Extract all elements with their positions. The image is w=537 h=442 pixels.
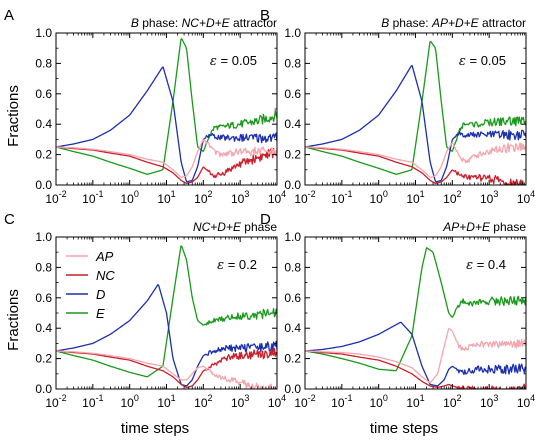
y-tick-label: 0.4 <box>284 321 301 335</box>
series-e-line <box>305 40 526 175</box>
panel-title: AP+D+E phase <box>442 220 526 234</box>
y-tick-label: 0.2 <box>35 352 52 366</box>
y-tick-label: 0.8 <box>35 56 52 70</box>
legend-label-e: E <box>96 306 105 321</box>
x-tick-label: 10-2 <box>45 189 66 206</box>
series-ap-line <box>305 142 526 178</box>
panel-a: 10-2 10-1 100 101 102 103 104 0.0 0.2 0.4 0.6 0.8 1.… <box>4 7 286 206</box>
y-tick-label: 0.0 <box>35 178 52 192</box>
panel-b: 10-2 10-1 100 101 102 103 1040.00.20.40.60.81.… <box>260 7 535 206</box>
y-tick-label: 1.0 <box>35 26 52 40</box>
x-tick-label: 102 <box>194 189 212 206</box>
x-tick-label: 101 <box>157 189 175 206</box>
y-tick-label: 0.8 <box>284 260 301 274</box>
x-tick-label: 100 <box>369 189 387 206</box>
x-tick-label: 104 <box>268 189 286 206</box>
y-tick-label: 0.6 <box>35 87 52 101</box>
series-nc-line <box>56 347 277 389</box>
series-d-line <box>305 321 526 387</box>
series-ap-line <box>56 350 277 389</box>
x-tick-label: 104 <box>517 189 535 206</box>
series-e-line <box>305 247 526 372</box>
x-tick-label: 100 <box>369 393 387 410</box>
series-nc-line <box>56 146 277 185</box>
series-d-line <box>56 283 277 387</box>
x-tick-label: 100 <box>120 393 138 410</box>
x-tick-label: 10-1 <box>82 189 103 206</box>
x-tick-label: 10-2 <box>294 189 315 206</box>
legend-label-nc: NC <box>96 268 115 283</box>
epsilon-label: ε = 0.4 <box>466 257 506 273</box>
y-tick-label: 0.6 <box>284 291 301 305</box>
series-d-line <box>305 64 526 183</box>
x-tick-label: 103 <box>480 393 498 410</box>
y-tick-label: 0.2 <box>35 148 52 162</box>
panel-letter: D <box>260 211 271 228</box>
y-tick-label: 1.0 <box>35 230 52 244</box>
x-axis-label-right: time steps <box>370 420 438 437</box>
y-tick-label: 1.0 <box>284 26 301 40</box>
x-tick-label: 10-1 <box>82 393 103 410</box>
series-nc-line <box>305 146 526 185</box>
y-tick-label: 0.8 <box>284 56 301 70</box>
x-tick-label: 101 <box>406 189 424 206</box>
series-ap-line <box>56 139 277 178</box>
x-axis-label-left: time steps <box>121 420 189 437</box>
y-tick-label: 0.0 <box>35 382 52 396</box>
x-tick-label: 101 <box>157 393 175 410</box>
y-tick-label: 0.6 <box>35 291 52 305</box>
x-tick-label: 10-2 <box>294 393 315 410</box>
panel-letter: A <box>4 7 14 24</box>
y-tick-label: 0.0 <box>284 178 301 192</box>
panel-d: 10-2 10-1 100 101 102 103 1040.00.20.40.60.81.… <box>260 211 535 410</box>
legend-label-d: D <box>96 287 105 302</box>
panel-letter: C <box>4 211 15 228</box>
legend-label-ap: AP <box>95 249 114 264</box>
series-e-line <box>56 245 277 378</box>
x-tick-label: 10-1 <box>331 393 352 410</box>
series-e-line <box>56 38 277 175</box>
y-tick-label: 1.0 <box>284 230 301 244</box>
legend: AP NC DE <box>66 249 115 321</box>
y-tick-label: 0.4 <box>35 321 52 335</box>
x-tick-label: 102 <box>443 189 461 206</box>
x-tick-label: 104 <box>268 393 286 410</box>
series-ap-line <box>305 328 526 384</box>
x-tick-label: 104 <box>517 393 535 410</box>
panel-c: 10-2 10-1 100 101 102 103 104 0.0 0.2 0.4 0.6 0.8 1.… <box>4 211 286 410</box>
y-tick-label: 0.0 <box>284 382 301 396</box>
x-tick-label: 10-2 <box>45 393 66 410</box>
x-tick-label: 102 <box>194 393 212 410</box>
panel-title: NC+D+E phase <box>193 220 277 234</box>
y-axis-label-bottom: Fractions <box>5 289 22 351</box>
y-tick-label: 0.6 <box>284 87 301 101</box>
y-axis-label-top: Fractions <box>5 85 22 147</box>
epsilon-label: ε = 0.05 <box>459 53 506 69</box>
y-tick-label: 0.4 <box>284 117 301 131</box>
x-tick-label: 102 <box>443 393 461 410</box>
series-d-line <box>56 66 277 183</box>
epsilon-label: ε = 0.2 <box>217 257 257 273</box>
y-tick-label: 0.4 <box>35 117 52 131</box>
epsilon-label: ε = 0.05 <box>210 53 257 69</box>
y-tick-label: 0.2 <box>284 352 301 366</box>
x-tick-label: 10-1 <box>331 189 352 206</box>
panel-title: B phase: AP+D+E attractor <box>381 16 526 30</box>
x-tick-label: 103 <box>231 393 249 410</box>
x-tick-label: 101 <box>406 393 424 410</box>
panel-letter: B <box>260 7 270 24</box>
x-tick-label: 103 <box>480 189 498 206</box>
x-tick-label: 100 <box>120 189 138 206</box>
y-tick-label: 0.8 <box>35 260 52 274</box>
y-tick-label: 0.2 <box>284 148 301 162</box>
x-tick-label: 103 <box>231 189 249 206</box>
panel-title: B phase: NC+D+E attractor <box>131 16 277 30</box>
